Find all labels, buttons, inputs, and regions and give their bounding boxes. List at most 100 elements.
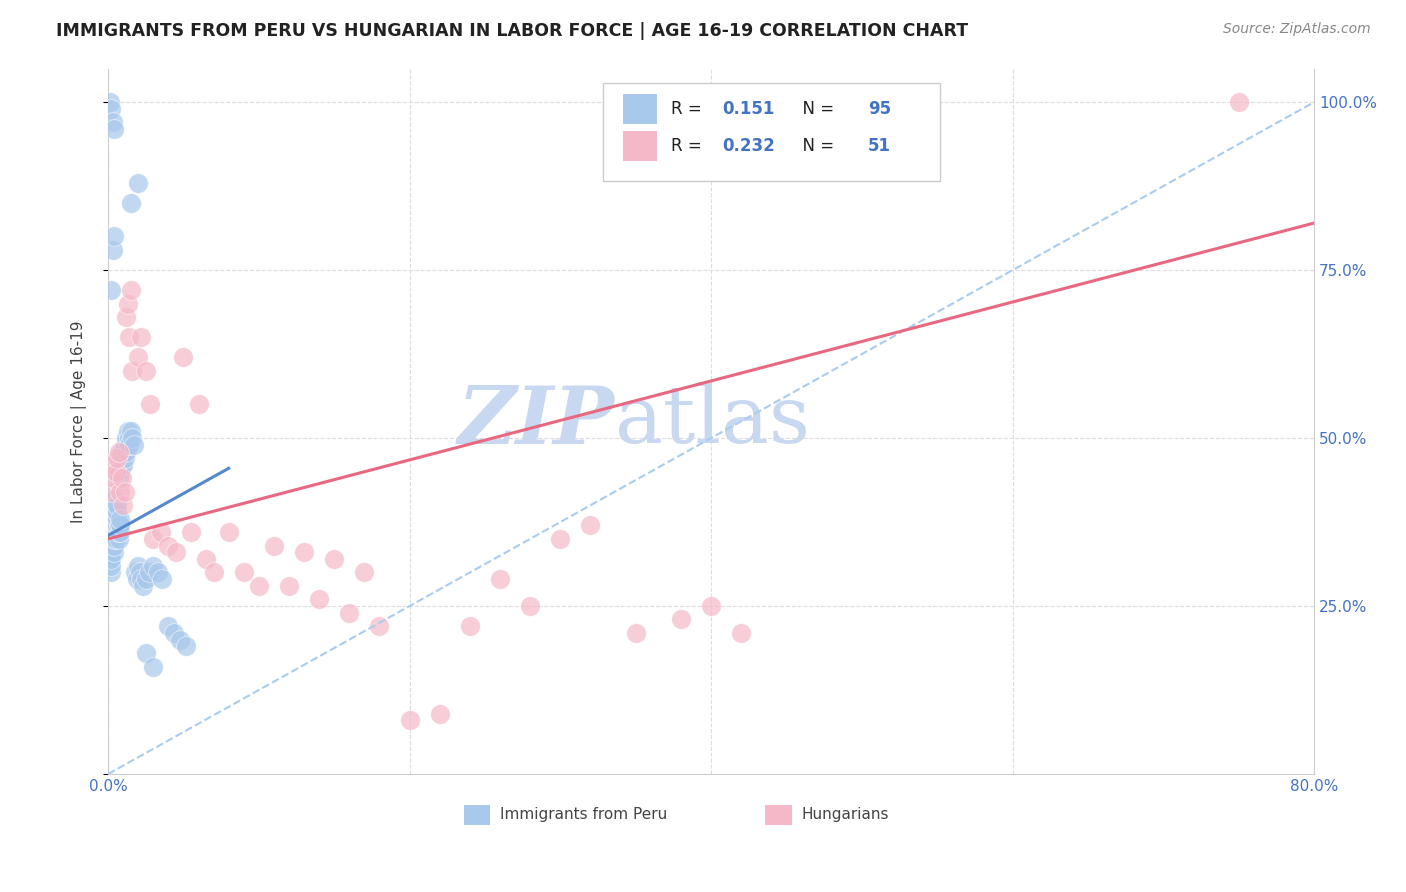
Point xyxy=(101,532,124,546)
Point xyxy=(165,545,187,559)
Point xyxy=(135,646,157,660)
Text: N =: N = xyxy=(792,137,839,155)
Point xyxy=(135,572,157,586)
Point xyxy=(105,525,128,540)
Point xyxy=(98,498,121,512)
Point xyxy=(368,619,391,633)
Point xyxy=(149,525,172,540)
Point xyxy=(103,512,125,526)
Point xyxy=(117,296,139,310)
Point xyxy=(247,579,270,593)
Point xyxy=(127,351,149,365)
Point xyxy=(100,512,122,526)
Point xyxy=(120,425,142,439)
Point xyxy=(98,518,121,533)
Point xyxy=(100,283,122,297)
Point xyxy=(101,243,124,257)
Point xyxy=(1227,95,1250,109)
Point xyxy=(107,525,129,540)
Point xyxy=(169,632,191,647)
Point xyxy=(105,505,128,519)
Point xyxy=(730,626,752,640)
Point xyxy=(624,626,647,640)
Point xyxy=(105,512,128,526)
Point xyxy=(103,545,125,559)
Point xyxy=(115,431,138,445)
Point xyxy=(292,545,315,559)
Point xyxy=(100,518,122,533)
Point xyxy=(101,491,124,506)
Point xyxy=(127,176,149,190)
Point xyxy=(111,471,134,485)
Text: 95: 95 xyxy=(868,100,891,118)
Point xyxy=(163,626,186,640)
Point xyxy=(128,566,150,580)
Point xyxy=(579,518,602,533)
Point xyxy=(157,619,180,633)
Point xyxy=(103,505,125,519)
FancyBboxPatch shape xyxy=(603,83,941,181)
Point xyxy=(114,451,136,466)
Point xyxy=(112,451,135,466)
Point xyxy=(121,431,143,445)
Point xyxy=(98,532,121,546)
Point xyxy=(100,558,122,573)
Text: Source: ZipAtlas.com: Source: ZipAtlas.com xyxy=(1223,22,1371,37)
Point xyxy=(98,552,121,566)
Point xyxy=(127,558,149,573)
Text: atlas: atlas xyxy=(614,383,810,460)
Text: N =: N = xyxy=(792,100,839,118)
Point xyxy=(105,518,128,533)
Point xyxy=(107,444,129,458)
Point xyxy=(120,195,142,210)
Point xyxy=(263,539,285,553)
Point xyxy=(353,566,375,580)
Point xyxy=(104,465,127,479)
Point xyxy=(129,572,152,586)
Point xyxy=(150,572,173,586)
Point xyxy=(98,525,121,540)
Point xyxy=(98,512,121,526)
Point xyxy=(114,438,136,452)
Point xyxy=(103,525,125,540)
Point xyxy=(111,444,134,458)
Point xyxy=(700,599,723,613)
Point xyxy=(117,438,139,452)
Point xyxy=(103,458,125,472)
Point xyxy=(139,397,162,411)
Point xyxy=(117,425,139,439)
Point xyxy=(100,552,122,566)
Point xyxy=(112,498,135,512)
Point xyxy=(118,330,141,344)
Point xyxy=(101,539,124,553)
Point xyxy=(120,283,142,297)
Point xyxy=(115,444,138,458)
Text: R =: R = xyxy=(671,137,707,155)
Point xyxy=(101,525,124,540)
Point xyxy=(105,451,128,466)
Point xyxy=(308,592,330,607)
Point xyxy=(669,612,692,626)
Text: Immigrants from Peru: Immigrants from Peru xyxy=(501,807,668,822)
Text: R =: R = xyxy=(671,100,707,118)
Point xyxy=(112,444,135,458)
Point xyxy=(142,532,165,546)
Point xyxy=(122,438,145,452)
Point xyxy=(129,330,152,344)
Point xyxy=(232,566,254,580)
Point xyxy=(107,532,129,546)
Point xyxy=(142,659,165,673)
Point xyxy=(104,532,127,546)
Point xyxy=(398,713,420,727)
Point xyxy=(103,532,125,546)
Point xyxy=(104,505,127,519)
FancyBboxPatch shape xyxy=(623,131,657,161)
FancyBboxPatch shape xyxy=(464,805,491,825)
Point xyxy=(550,532,572,546)
Point xyxy=(104,518,127,533)
Point xyxy=(202,566,225,580)
Point xyxy=(100,525,122,540)
Point xyxy=(146,566,169,580)
Point xyxy=(429,706,451,721)
Text: IMMIGRANTS FROM PERU VS HUNGARIAN IN LABOR FORCE | AGE 16-19 CORRELATION CHART: IMMIGRANTS FROM PERU VS HUNGARIAN IN LAB… xyxy=(56,22,969,40)
